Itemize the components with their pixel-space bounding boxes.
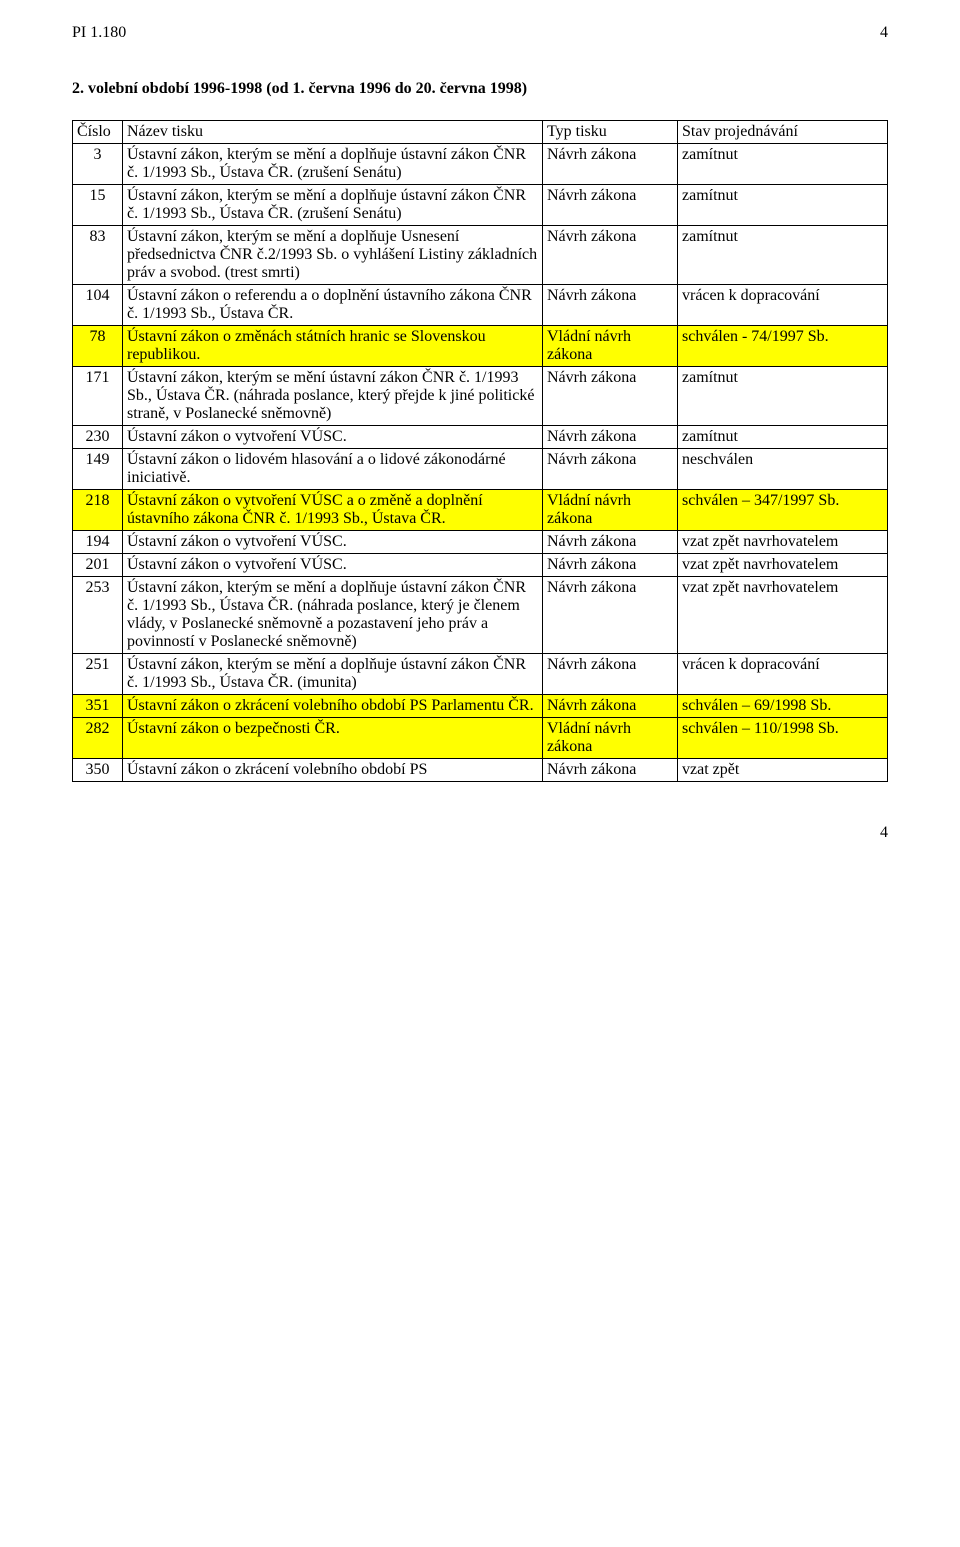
cell-cislo: 149 (73, 449, 123, 490)
table-row: 282Ústavní zákon o bezpečnosti ČR.Vládní… (73, 718, 888, 759)
cell-stav: zamítnut (678, 226, 888, 285)
table-row: 15Ústavní zákon, kterým se mění a doplňu… (73, 185, 888, 226)
header-left: PI 1.180 (72, 24, 126, 42)
table-row: 149Ústavní zákon o lidovém hlasování a o… (73, 449, 888, 490)
cell-stav: zamítnut (678, 367, 888, 426)
cell-cislo: 3 (73, 144, 123, 185)
cell-nazev: Ústavní zákon o vytvoření VÚSC. (123, 531, 543, 554)
cell-nazev: Ústavní zákon o zkrácení volebního obdob… (123, 759, 543, 782)
cell-stav: neschválen (678, 449, 888, 490)
cell-cislo: 251 (73, 654, 123, 695)
cell-typ: Návrh zákona (543, 449, 678, 490)
cell-cislo: 15 (73, 185, 123, 226)
cell-cislo: 194 (73, 531, 123, 554)
col-typ: Typ tisku (543, 121, 678, 144)
cell-stav: zamítnut (678, 144, 888, 185)
cell-nazev: Ústavní zákon o vytvoření VÚSC. (123, 554, 543, 577)
table-row: 351Ústavní zákon o zkrácení volebního ob… (73, 695, 888, 718)
header-right: 4 (880, 24, 888, 42)
cell-stav: schválen – 69/1998 Sb. (678, 695, 888, 718)
cell-typ: Návrh zákona (543, 226, 678, 285)
table-row: 194Ústavní zákon o vytvoření VÚSC.Návrh … (73, 531, 888, 554)
cell-typ: Návrh zákona (543, 367, 678, 426)
cell-nazev: Ústavní zákon o bezpečnosti ČR. (123, 718, 543, 759)
cell-typ: Vládní návrh zákona (543, 326, 678, 367)
cell-cislo: 83 (73, 226, 123, 285)
cell-typ: Návrh zákona (543, 577, 678, 654)
cell-cislo: 253 (73, 577, 123, 654)
cell-cislo: 230 (73, 426, 123, 449)
cell-stav: zamítnut (678, 185, 888, 226)
table-row: 251Ústavní zákon, kterým se mění a doplň… (73, 654, 888, 695)
cell-typ: Návrh zákona (543, 185, 678, 226)
cell-nazev: Ústavní zákon o referendu a o doplnění ú… (123, 285, 543, 326)
cell-stav: zamítnut (678, 426, 888, 449)
table-row: 201Ústavní zákon o vytvoření VÚSC.Návrh … (73, 554, 888, 577)
table-row: 218Ústavní zákon o vytvoření VÚSC a o zm… (73, 490, 888, 531)
cell-nazev: Ústavní zákon o vytvoření VÚSC a o změně… (123, 490, 543, 531)
cell-nazev: Ústavní zákon o zkrácení volebního obdob… (123, 695, 543, 718)
cell-stav: vrácen k dopracování (678, 654, 888, 695)
page: PI 1.180 4 2. volební období 1996-1998 (… (0, 0, 960, 794)
cell-typ: Návrh zákona (543, 554, 678, 577)
cell-stav: schválen – 110/1998 Sb. (678, 718, 888, 759)
cell-nazev: Ústavní zákon o lidovém hlasování a o li… (123, 449, 543, 490)
cell-nazev: Ústavní zákon, kterým se mění a doplňuje… (123, 226, 543, 285)
cell-typ: Návrh zákona (543, 695, 678, 718)
table-row: 3Ústavní zákon, kterým se mění a doplňuj… (73, 144, 888, 185)
cell-stav: schválen - 74/1997 Sb. (678, 326, 888, 367)
cell-stav: vzat zpět (678, 759, 888, 782)
cell-stav: schválen – 347/1997 Sb. (678, 490, 888, 531)
cell-stav: vrácen k dopracování (678, 285, 888, 326)
cell-nazev: Ústavní zákon o vytvoření VÚSC. (123, 426, 543, 449)
cell-typ: Návrh zákona (543, 426, 678, 449)
cell-stav: vzat zpět navrhovatelem (678, 577, 888, 654)
page-header: PI 1.180 4 (72, 24, 888, 42)
cell-typ: Vládní návrh zákona (543, 490, 678, 531)
cell-typ: Návrh zákona (543, 759, 678, 782)
col-nazev: Název tisku (123, 121, 543, 144)
cell-cislo: 78 (73, 326, 123, 367)
cell-nazev: Ústavní zákon, kterým se mění ústavní zá… (123, 367, 543, 426)
table-row: 253Ústavní zákon, kterým se mění a doplň… (73, 577, 888, 654)
table-row: 350Ústavní zákon o zkrácení volebního ob… (73, 759, 888, 782)
cell-cislo: 282 (73, 718, 123, 759)
table-row: 230Ústavní zákon o vytvoření VÚSC.Návrh … (73, 426, 888, 449)
cell-cislo: 171 (73, 367, 123, 426)
cell-typ: Vládní návrh zákona (543, 718, 678, 759)
main-table: Číslo Název tisku Typ tisku Stav projedn… (72, 120, 888, 782)
cell-nazev: Ústavní zákon, kterým se mění a doplňuje… (123, 144, 543, 185)
cell-cislo: 218 (73, 490, 123, 531)
col-stav: Stav projednávání (678, 121, 888, 144)
table-row: 78Ústavní zákon o změnách státních hrani… (73, 326, 888, 367)
page-footer: 4 (0, 824, 960, 842)
table-row: 83Ústavní zákon, kterým se mění a doplňu… (73, 226, 888, 285)
cell-stav: vzat zpět navrhovatelem (678, 554, 888, 577)
cell-cislo: 201 (73, 554, 123, 577)
cell-cislo: 351 (73, 695, 123, 718)
cell-typ: Návrh zákona (543, 144, 678, 185)
section-title: 2. volební období 1996-1998 (od 1. červn… (72, 80, 888, 98)
cell-typ: Návrh zákona (543, 285, 678, 326)
cell-typ: Návrh zákona (543, 531, 678, 554)
cell-stav: vzat zpět navrhovatelem (678, 531, 888, 554)
cell-nazev: Ústavní zákon, kterým se mění a doplňuje… (123, 185, 543, 226)
table-row: 104Ústavní zákon o referendu a o doplněn… (73, 285, 888, 326)
col-cislo: Číslo (73, 121, 123, 144)
cell-cislo: 104 (73, 285, 123, 326)
table-header-row: Číslo Název tisku Typ tisku Stav projedn… (73, 121, 888, 144)
cell-nazev: Ústavní zákon, kterým se mění a doplňuje… (123, 577, 543, 654)
cell-nazev: Ústavní zákon o změnách státních hranic … (123, 326, 543, 367)
table-row: 171Ústavní zákon, kterým se mění ústavní… (73, 367, 888, 426)
cell-typ: Návrh zákona (543, 654, 678, 695)
cell-cislo: 350 (73, 759, 123, 782)
cell-nazev: Ústavní zákon, kterým se mění a doplňuje… (123, 654, 543, 695)
